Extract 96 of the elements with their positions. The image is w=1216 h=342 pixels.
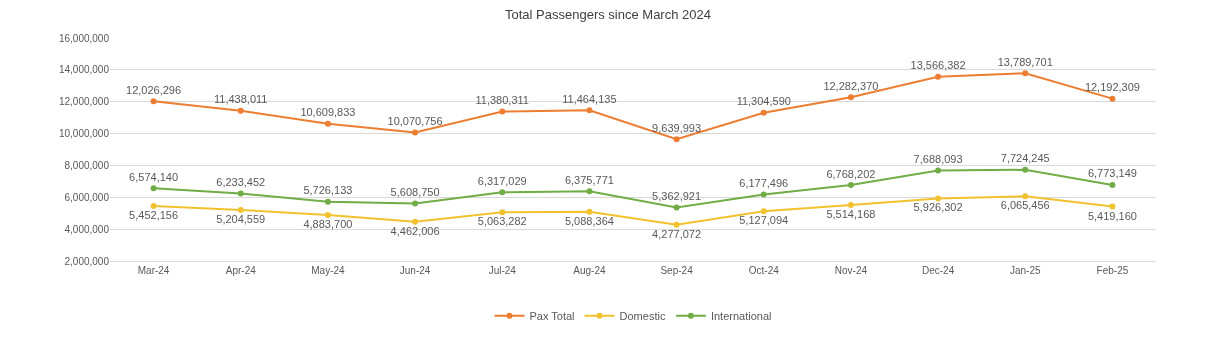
point: [760, 208, 767, 215]
point: [586, 208, 593, 215]
x-tick-label: Oct-24: [748, 265, 780, 276]
data-label: 6,574,140: [129, 170, 179, 183]
y-tick-label: 12,000,000: [58, 96, 110, 108]
data-label: 6,317,029: [477, 174, 527, 187]
data-label: 7,688,093: [913, 152, 963, 165]
data-label: 5,452,156: [129, 209, 179, 222]
point: [760, 191, 767, 198]
y-tick-label: 6,000,000: [64, 191, 110, 203]
point: [1109, 181, 1116, 188]
point: [150, 203, 157, 210]
data-label: 12,282,370: [823, 79, 879, 92]
point: [586, 188, 593, 195]
data-label: 5,127,094: [739, 214, 789, 227]
y-tick-label: 8,000,000: [64, 159, 110, 171]
point: [412, 200, 419, 207]
y-tick-label: 4,000,000: [64, 223, 110, 235]
legend-label: Pax Total: [529, 309, 575, 322]
data-label: 10,070,756: [387, 114, 443, 127]
y-tick-label: 14,000,000: [58, 64, 110, 76]
x-tick-label: Jan-25: [1009, 265, 1041, 276]
y-tick-label: 2,000,000: [64, 255, 110, 267]
point: [324, 120, 331, 127]
data-label: 12,192,309: [1084, 81, 1140, 94]
data-label: 6,773,149: [1087, 167, 1137, 180]
data-label: 4,883,700: [303, 218, 353, 231]
x-tick-label: Feb-25: [1096, 265, 1129, 276]
legend-label: International: [710, 309, 772, 322]
point: [673, 204, 680, 211]
x-tick-label: Mar-24: [137, 265, 170, 276]
chart-title: Total Passengers since March 2024: [505, 7, 711, 23]
point: [237, 206, 244, 213]
data-label: 5,726,133: [303, 184, 353, 197]
data-label: 6,065,456: [1000, 199, 1050, 212]
data-label: 5,063,282: [477, 215, 527, 228]
point: [586, 107, 593, 114]
point: [935, 195, 942, 202]
point: [847, 94, 854, 101]
point: [1109, 203, 1116, 210]
x-tick-label: Nov-24: [834, 265, 868, 276]
x-tick-label: Apr-24: [225, 265, 257, 276]
data-label: 12,026,296: [126, 83, 182, 96]
x-tick-label: Jun-24: [399, 265, 431, 276]
legend-label: Domestic: [619, 309, 666, 322]
point: [324, 212, 331, 219]
point: [760, 109, 767, 116]
point: [412, 129, 419, 136]
data-label: 11,380,311: [475, 94, 529, 107]
point: [499, 108, 506, 115]
data-label: 4,462,006: [390, 224, 440, 237]
point: [1022, 193, 1029, 200]
data-label: 13,566,382: [910, 59, 966, 72]
data-label: 5,204,559: [216, 212, 266, 225]
data-label: 5,088,364: [564, 214, 614, 227]
x-tick-label: May-24: [311, 265, 346, 276]
y-tick-label: 16,000,000: [58, 32, 110, 44]
point: [935, 167, 942, 174]
data-label: 5,926,302: [913, 201, 963, 214]
data-label: 6,768,202: [826, 167, 876, 180]
data-label: 11,438,011: [214, 93, 268, 106]
point: [324, 198, 331, 205]
data-label: 7,724,245: [1000, 152, 1050, 165]
point: [1109, 95, 1116, 102]
data-label: 11,304,590: [736, 95, 791, 108]
data-label: 9,639,993: [652, 121, 702, 134]
data-label: 5,514,168: [826, 208, 876, 221]
point: [1022, 166, 1029, 173]
point: [847, 182, 854, 189]
point: [935, 73, 942, 80]
data-label: 11,464,135: [562, 92, 617, 105]
y-tick-label: 10,000,000: [58, 128, 110, 140]
data-label: 5,608,750: [390, 186, 440, 199]
point: [847, 202, 854, 209]
point: [499, 189, 506, 196]
x-tick-label: Aug-24: [573, 265, 606, 276]
point: [673, 136, 680, 143]
point: [237, 190, 244, 197]
data-label: 4,277,072: [652, 227, 702, 240]
point: [237, 107, 244, 114]
x-tick-label: Sep-24: [660, 265, 694, 276]
point: [673, 221, 680, 228]
point: [1022, 70, 1029, 77]
x-tick-label: Dec-24: [921, 265, 955, 276]
data-label: 6,375,771: [564, 173, 614, 186]
data-label: 5,419,160: [1087, 209, 1137, 222]
data-label: 10,609,833: [300, 106, 356, 119]
point: [150, 98, 157, 105]
data-label: 6,233,452: [216, 176, 266, 189]
data-label: 5,362,921: [652, 189, 702, 202]
point: [412, 218, 419, 225]
x-tick-label: Jul-24: [488, 265, 517, 276]
point: [499, 209, 506, 216]
data-label: 13,789,701: [997, 55, 1053, 68]
point: [150, 185, 157, 192]
data-label: 6,177,496: [739, 176, 789, 189]
